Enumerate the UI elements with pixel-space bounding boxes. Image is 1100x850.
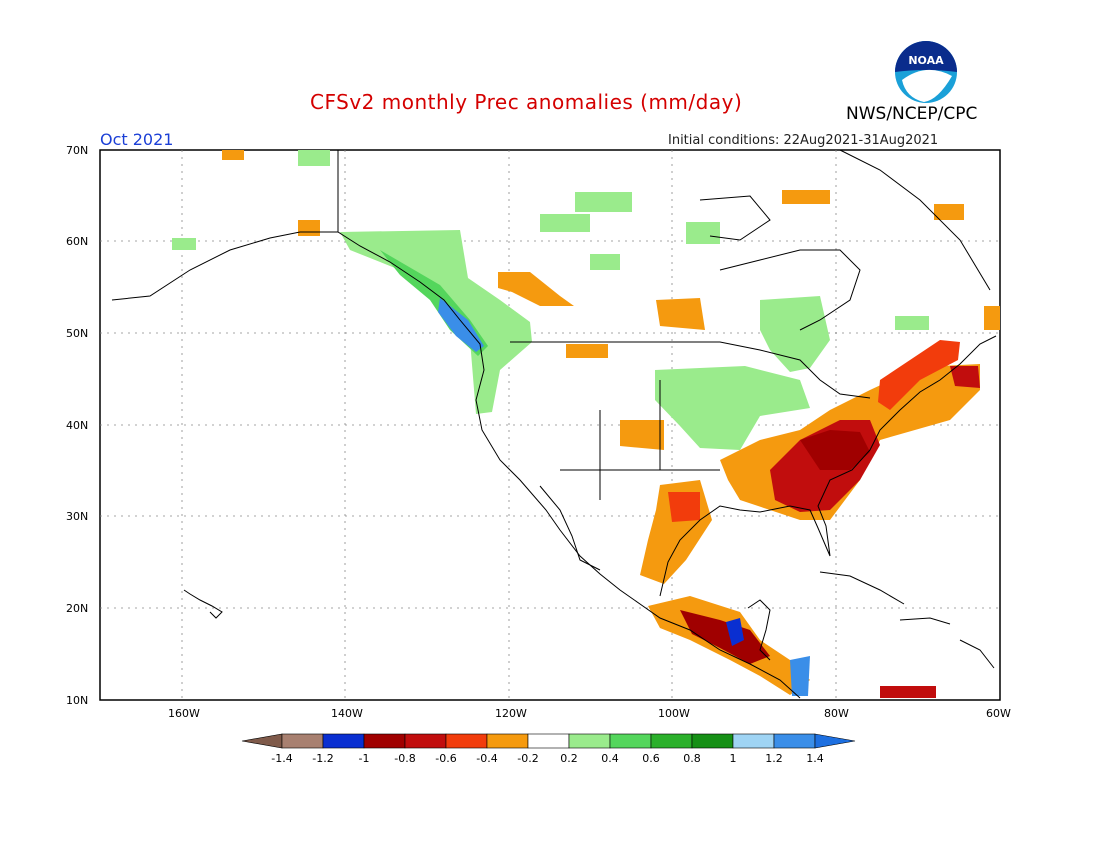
- map-title: CFSv2 monthly Prec anomalies (mm/day): [310, 90, 743, 114]
- wet-patch: [540, 214, 590, 232]
- lat-label-10n: 10N: [66, 694, 89, 707]
- colorbar-label: 1.4: [806, 752, 824, 765]
- colorbar-label: 0.8: [683, 752, 701, 765]
- grid-lines: [100, 150, 1000, 700]
- colorbar-label: -1.2: [312, 752, 334, 765]
- wet-patch: [172, 238, 196, 250]
- agency-label: NWS/NCEP/CPC: [846, 104, 978, 124]
- dry-patch: [984, 306, 1000, 330]
- colorbar-swatch: [445, 733, 488, 749]
- dry-anomaly-central-america-strong: [680, 610, 770, 664]
- dry-patch: [566, 344, 608, 358]
- colorbar-label: 0.4: [601, 752, 619, 765]
- wet-anomaly-midwest: [655, 366, 810, 450]
- colorbar-arrow-low: [241, 733, 283, 749]
- lon-label-140w: 140W: [331, 707, 363, 720]
- colorbar-swatch: [609, 733, 652, 749]
- dry-anomaly-northeast: [878, 340, 960, 410]
- colorbar-arrow-high: [814, 733, 856, 749]
- forecast-month: Oct 2021: [100, 130, 174, 149]
- lon-label-160w: 160W: [168, 707, 200, 720]
- dry-patch: [222, 150, 244, 160]
- lat-label-70n: 70N: [66, 144, 89, 157]
- wet-anomaly-nicaragua: [790, 656, 810, 696]
- dry-anomaly-carolinas: [800, 430, 870, 470]
- lon-label-100w: 100W: [658, 707, 690, 720]
- colorbar-swatch: [732, 733, 775, 749]
- colorbar: [241, 733, 856, 749]
- initial-conditions: Initial conditions: 22Aug2021-31Aug2021: [668, 133, 939, 148]
- colorbar-swatch: [650, 733, 693, 749]
- colorbar-swatch: [281, 733, 324, 749]
- dry-patch: [934, 204, 964, 220]
- colorbar-label: -0.6: [435, 752, 457, 765]
- colorbar-label: -0.4: [476, 752, 498, 765]
- wet-patch: [575, 192, 632, 212]
- colorbar-swatch: [322, 733, 365, 749]
- dry-anomaly-texas-strong: [668, 492, 700, 522]
- colorbar-label: 1: [729, 752, 737, 765]
- colorbar-label: -1.4: [271, 752, 293, 765]
- lon-label-80w: 80W: [824, 707, 849, 720]
- lat-label-20n: 20N: [66, 602, 89, 615]
- colorbar-label: 0.6: [642, 752, 660, 765]
- dry-patch: [656, 298, 705, 330]
- wet-patch: [686, 222, 720, 244]
- lon-label-120w: 120W: [495, 707, 527, 720]
- wet-anomaly-yucatan: [726, 618, 744, 646]
- colorbar-label: 1.2: [765, 752, 783, 765]
- colorbar-swatch: [404, 733, 447, 749]
- colorbar-swatch: [691, 733, 734, 749]
- dry-anomaly-maritimes: [950, 366, 980, 388]
- colorbar-label: -0.2: [517, 752, 539, 765]
- colorbar-swatch: [773, 733, 816, 749]
- noaa-logo-icon: NOAA: [895, 41, 957, 103]
- anomaly-shading: [172, 150, 1000, 698]
- wet-anomaly-vancouver: [438, 298, 484, 352]
- dry-patch: [620, 420, 664, 450]
- dry-patch: [880, 686, 936, 698]
- wet-patch: [895, 316, 929, 330]
- colorbar-label: 0.2: [560, 752, 578, 765]
- lat-label-30n: 30N: [66, 510, 89, 523]
- colorbar-swatch: [568, 733, 611, 749]
- dry-patch: [298, 220, 320, 236]
- lat-label-60n: 60N: [66, 235, 89, 248]
- colorbar-swatch: [486, 733, 529, 749]
- colorbar-swatch: [527, 733, 570, 749]
- colorbar-swatch: [363, 733, 406, 749]
- dry-patch: [782, 190, 830, 204]
- lat-label-50n: 50N: [66, 327, 89, 340]
- wet-anomaly-great-lakes: [760, 296, 830, 372]
- lat-label-40n: 40N: [66, 419, 89, 432]
- colorbar-label: -1: [358, 752, 370, 765]
- coastlines: [111, 149, 997, 699]
- islands: [183, 589, 995, 669]
- wet-patch: [298, 150, 330, 166]
- wet-patch: [590, 254, 620, 270]
- lon-label-60w: 60W: [986, 707, 1011, 720]
- dry-patch: [498, 272, 574, 306]
- noaa-logo-text: NOAA: [908, 54, 944, 67]
- colorbar-label: -0.8: [394, 752, 416, 765]
